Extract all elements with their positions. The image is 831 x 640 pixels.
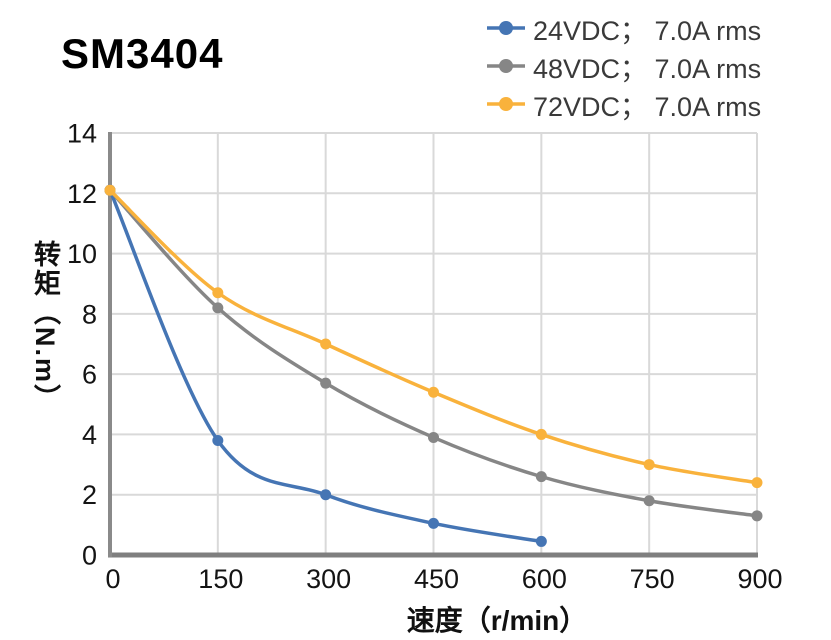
data-point-48vdc-900 [751, 510, 763, 522]
y-tick-label-8: 8 [82, 299, 97, 329]
legend-label-48vdc: 48VDC； 7.0A rms [533, 53, 762, 84]
data-point-72vdc-150 [212, 287, 224, 299]
data-point-24vdc-450 [428, 517, 439, 529]
y-tick-label-10: 10 [67, 239, 97, 269]
legend-item-72vdc: 72VDC； 7.0A rms [486, 85, 761, 123]
data-point-48vdc-150 [212, 302, 224, 314]
data-point-24vdc-300 [320, 489, 332, 501]
data-point-72vdc-750 [643, 459, 655, 471]
legend-label-24vdc: 24VDC； 7.0A rms [533, 15, 762, 46]
legend: 24VDC； 7.0A rms 48VDC； 7.0A rms 72VDC； 7… [486, 9, 761, 123]
data-point-72vdc-600 [535, 428, 547, 440]
line-marker-icon [487, 97, 525, 111]
chart-title: SM3404 [61, 30, 224, 77]
data-point-72vdc-0 [104, 184, 116, 196]
data-point-24vdc-600 [535, 535, 547, 547]
data-point-72vdc-900 [751, 477, 763, 489]
legend-label-72vdc: 72VDC； 7.0A rms [533, 91, 762, 122]
series-line-24vdc [108, 188, 544, 544]
y-tick-label-2: 2 [82, 480, 97, 510]
data-point-48vdc-450 [428, 431, 439, 443]
data-point-48vdc-600 [535, 471, 547, 483]
y-tick-label-4: 4 [82, 420, 97, 450]
data-point-72vdc-450 [428, 386, 439, 398]
x-tick-label-300: 300 [306, 564, 351, 594]
data-point-72vdc-300 [320, 338, 332, 350]
x-axis-title: 速度（r/min） [406, 605, 588, 636]
x-tick-label-150: 150 [198, 564, 243, 594]
x-tick-label-750: 750 [630, 564, 675, 594]
data-point-48vdc-300 [320, 377, 332, 389]
y-tick-label-6: 6 [82, 360, 97, 390]
x-tick-label-450: 450 [414, 564, 459, 594]
y-tick-label-14: 14 [67, 119, 97, 149]
x-tick-label-900: 900 [737, 564, 782, 594]
y-tick-label-12: 12 [67, 179, 97, 209]
y-tick-label-0: 0 [82, 541, 97, 571]
legend-item-24vdc: 24VDC； 7.0A rms [486, 9, 761, 47]
legend-item-48vdc: 48VDC； 7.0A rms [486, 47, 761, 85]
line-marker-icon [487, 59, 525, 73]
line-marker-icon [487, 21, 525, 35]
data-point-48vdc-750 [643, 495, 655, 507]
data-point-24vdc-150 [212, 434, 224, 446]
y-axis-title: 转矩（N.m） [30, 240, 60, 414]
x-tick-label-0: 0 [105, 564, 120, 594]
x-tick-label-600: 600 [522, 564, 567, 594]
